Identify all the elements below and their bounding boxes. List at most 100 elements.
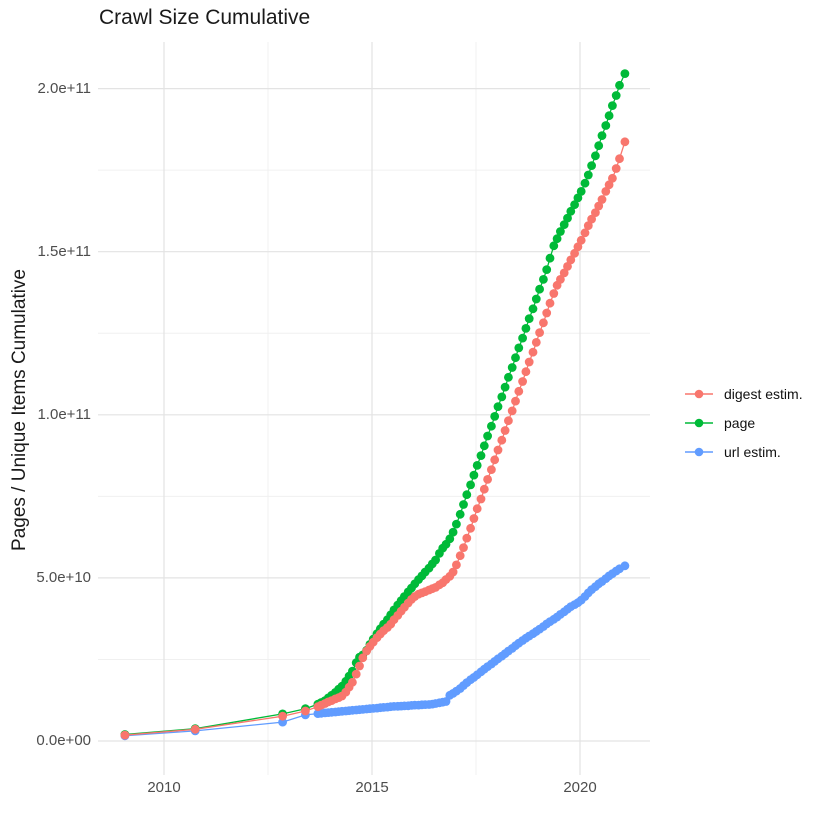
data-point	[504, 372, 513, 382]
data-point	[531, 338, 541, 347]
data-point	[462, 490, 472, 500]
x-tick-label: 2020	[563, 779, 597, 796]
data-point	[535, 328, 544, 337]
data-point	[278, 711, 287, 721]
data-point	[583, 221, 593, 231]
data-point	[469, 470, 479, 480]
data-point	[487, 465, 496, 474]
data-point	[542, 308, 552, 318]
data-point	[535, 284, 544, 294]
data-point	[507, 363, 517, 372]
data-point	[549, 289, 559, 298]
data-point	[587, 161, 596, 171]
data-point	[597, 195, 607, 204]
data-point	[190, 724, 200, 734]
data-point	[455, 551, 465, 561]
data-point	[511, 396, 520, 406]
data-point	[490, 455, 500, 465]
data-point	[500, 382, 510, 392]
data-point	[490, 412, 500, 421]
data-point	[445, 534, 455, 544]
y-tick-label: 2.0e+11	[37, 79, 91, 97]
data-point	[518, 333, 527, 343]
data-point	[487, 421, 496, 431]
data-point	[511, 353, 520, 363]
data-point	[348, 677, 357, 687]
data-point	[539, 275, 548, 284]
data-point	[479, 484, 489, 494]
data-point	[604, 111, 614, 121]
data-point	[531, 294, 541, 304]
y-tick-label: 5.0e+10	[36, 568, 91, 586]
legend-label: url estim.	[724, 443, 781, 460]
data-point	[514, 386, 524, 396]
data-point	[504, 416, 513, 426]
data-point	[591, 151, 600, 161]
legend-label: page	[724, 414, 756, 431]
data-point	[608, 101, 617, 110]
data-point	[524, 314, 534, 323]
legend-key-point-line-icon	[685, 389, 713, 398]
data-point	[601, 187, 611, 196]
data-point	[580, 178, 590, 188]
data-point	[570, 200, 579, 210]
data-point	[120, 730, 130, 740]
data-point	[559, 220, 569, 230]
data-point	[497, 435, 507, 445]
data-point	[452, 519, 461, 529]
data-point	[455, 509, 465, 519]
data-point	[483, 475, 492, 484]
legend-key-point-line-icon	[685, 447, 713, 456]
legend-label: digest estim.	[724, 385, 803, 402]
data-point	[611, 164, 621, 173]
data-point	[539, 318, 548, 328]
data-point	[476, 451, 486, 460]
legend-item-digest: digest estim.	[684, 379, 803, 408]
data-point	[542, 265, 552, 274]
data-point	[301, 706, 310, 716]
data-point	[521, 324, 531, 333]
data-point	[615, 154, 624, 164]
data-point	[507, 406, 517, 416]
data-point	[597, 131, 607, 141]
data-point	[497, 392, 507, 402]
data-point	[566, 206, 576, 216]
data-point	[493, 445, 503, 455]
data-point	[479, 441, 489, 451]
legend: digest estim. page url estim.	[684, 379, 803, 466]
data-point	[615, 80, 624, 90]
data-point	[594, 201, 604, 211]
data-point	[545, 253, 555, 263]
data-point	[576, 235, 586, 245]
data-point	[476, 494, 486, 504]
data-point	[601, 121, 611, 130]
data-point	[524, 357, 534, 367]
series-digest-estim	[120, 137, 630, 740]
data-point	[576, 187, 586, 196]
data-point	[591, 208, 600, 218]
data-point	[459, 500, 468, 509]
data-point	[466, 480, 475, 490]
data-point	[583, 170, 593, 180]
data-point	[549, 241, 559, 251]
data-point	[514, 343, 524, 353]
data-point	[611, 91, 621, 100]
data-point	[573, 242, 583, 252]
data-point	[556, 227, 565, 236]
data-point	[355, 661, 364, 671]
data-point	[573, 193, 583, 203]
data-point	[493, 402, 503, 411]
data-point	[563, 262, 572, 271]
y-tick-label: 1.5e+11	[37, 242, 91, 260]
data-point	[552, 234, 562, 244]
data-point	[559, 268, 569, 278]
data-point	[358, 653, 368, 663]
legend-item-page: page	[684, 408, 803, 437]
x-tick-label: 2010	[147, 779, 181, 796]
x-tick-label: 2015	[355, 779, 389, 796]
data-point	[570, 248, 579, 258]
data-point	[587, 214, 596, 224]
data-point	[580, 228, 590, 238]
data-point	[466, 523, 475, 533]
